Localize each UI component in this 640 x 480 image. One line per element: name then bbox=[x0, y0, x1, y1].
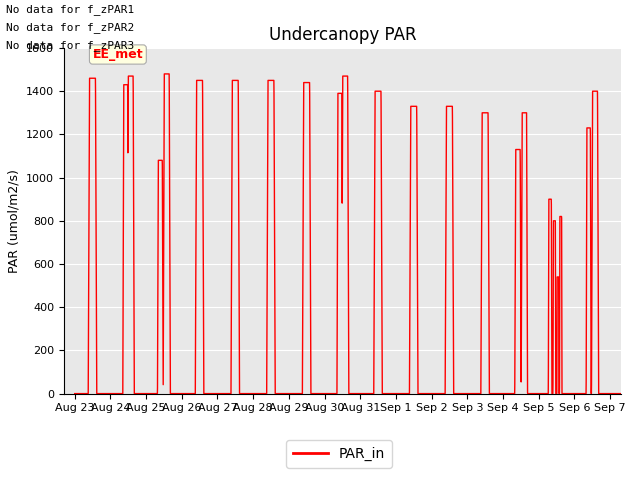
Y-axis label: PAR (umol/m2/s): PAR (umol/m2/s) bbox=[8, 169, 20, 273]
Text: EE_met: EE_met bbox=[93, 48, 143, 61]
Legend: PAR_in: PAR_in bbox=[286, 440, 392, 468]
Text: No data for f_zPAR2: No data for f_zPAR2 bbox=[6, 22, 134, 33]
Text: No data for f_zPAR1: No data for f_zPAR1 bbox=[6, 4, 134, 15]
Title: Undercanopy PAR: Undercanopy PAR bbox=[269, 25, 416, 44]
Text: No data for f_zPAR3: No data for f_zPAR3 bbox=[6, 40, 134, 51]
